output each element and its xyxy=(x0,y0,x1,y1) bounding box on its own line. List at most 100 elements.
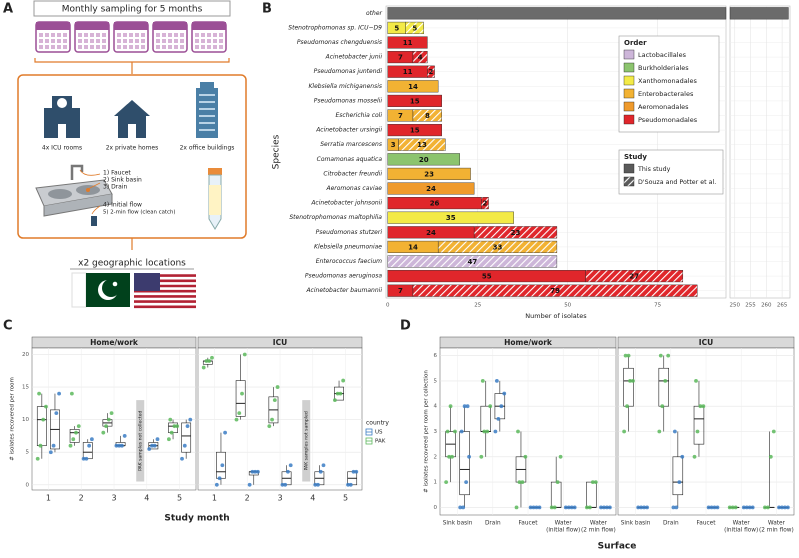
calendar-cell xyxy=(219,45,223,49)
y-tick-label: 1 xyxy=(434,480,438,486)
calendar-cell xyxy=(45,33,49,37)
calendar-cell xyxy=(96,33,100,37)
data-label: 14 xyxy=(408,83,418,91)
point xyxy=(74,431,78,435)
bar-segment xyxy=(388,7,726,19)
point xyxy=(286,470,290,474)
calendar-cell xyxy=(213,39,217,43)
point xyxy=(110,411,114,415)
legend-swatch xyxy=(624,177,634,186)
point xyxy=(70,392,74,396)
calendar-cell xyxy=(156,33,160,37)
y-tick-label: Pseudomonas aeruginosa xyxy=(305,273,382,280)
point xyxy=(516,430,520,434)
calendar-cell xyxy=(123,45,127,49)
x-axis-title: Number of isolates xyxy=(525,312,587,320)
point xyxy=(573,506,577,510)
point xyxy=(657,430,661,434)
calendar-cell xyxy=(207,39,211,43)
calendar-cell xyxy=(63,45,67,49)
point xyxy=(49,450,53,454)
point xyxy=(147,447,151,451)
x-tick-label: (initial flow) xyxy=(724,528,758,534)
x-tick-label: 2 xyxy=(245,494,250,503)
x-tick-label: 3 xyxy=(111,494,116,503)
sample-type: 1) Faucet xyxy=(103,170,131,177)
calendar-cell xyxy=(219,39,223,43)
data-label: 4 xyxy=(418,54,423,62)
data-label: 15 xyxy=(410,97,420,105)
calendar-header xyxy=(114,22,148,30)
point xyxy=(588,506,592,510)
data-label: 2 xyxy=(429,68,434,76)
y-tick-label: Klebsiella pneumoniae xyxy=(314,243,382,250)
point xyxy=(453,430,457,434)
data-label: 7 xyxy=(398,112,403,120)
point xyxy=(175,424,179,428)
bracket xyxy=(35,58,229,74)
data-label: 5 xyxy=(394,24,399,32)
point xyxy=(556,480,560,484)
y-tick-label: 5 xyxy=(434,378,438,384)
legend-label: Aeromonadales xyxy=(638,103,689,111)
x-tick-label: 1 xyxy=(46,494,51,503)
water-sample: 5) 2-min flow (clean catch) xyxy=(103,210,176,216)
point xyxy=(218,476,222,480)
x-tick-label: 5 xyxy=(177,494,182,503)
point xyxy=(466,404,470,408)
calendar-cell xyxy=(162,39,166,43)
point xyxy=(207,359,211,363)
point xyxy=(71,437,75,441)
point xyxy=(631,379,635,383)
y-tick-label: 0 xyxy=(434,505,438,511)
point xyxy=(694,379,698,383)
data-label: 14 xyxy=(408,243,418,251)
calendar-cell xyxy=(57,39,61,43)
x-tick-label: Water xyxy=(733,521,751,527)
sample-type: 3) Drain xyxy=(103,184,127,191)
x-tick-label: 5 xyxy=(343,494,348,503)
x-tick-label: Drain xyxy=(485,521,501,527)
point xyxy=(674,506,678,510)
annotation: PAK samples not sampled xyxy=(304,411,310,470)
point xyxy=(104,424,108,428)
y-tick-label: Acinetobacter ursingii xyxy=(315,127,382,134)
data-label: 7 xyxy=(398,287,403,295)
point xyxy=(107,418,111,422)
calendar-cell xyxy=(207,33,211,37)
point xyxy=(101,431,105,435)
data-label: 47 xyxy=(467,258,477,266)
y-tick-label: 10 xyxy=(22,417,29,423)
calendar-cell xyxy=(51,33,55,37)
y-tick-label: Pseudomonas mosselii xyxy=(314,97,383,104)
panel-label: B xyxy=(262,2,272,17)
water-sample: 4) Initial flow xyxy=(103,202,142,209)
point xyxy=(120,444,124,448)
calendar-cell xyxy=(180,39,184,43)
data-label: 23 xyxy=(424,170,434,178)
sink-icon xyxy=(36,166,112,216)
point xyxy=(786,506,790,510)
calendar-header xyxy=(75,22,109,30)
point xyxy=(36,457,40,461)
calendar-cell xyxy=(102,45,106,49)
calendar-cell xyxy=(174,33,178,37)
legend-title: Study xyxy=(624,153,647,161)
calendar-cell xyxy=(78,45,82,49)
point xyxy=(769,455,773,459)
calendar-cell xyxy=(195,39,199,43)
calendar-cell xyxy=(168,45,172,49)
data-label: 24 xyxy=(426,229,436,237)
x-tick-label: Faucet xyxy=(518,521,538,527)
y-tick-label: Pseudomonas chengduensis xyxy=(297,39,382,46)
house-icon xyxy=(114,100,150,138)
point xyxy=(39,444,43,448)
point xyxy=(444,480,448,484)
calendar-cell xyxy=(51,39,55,43)
y-tick-label: 3 xyxy=(434,429,438,435)
point xyxy=(479,455,483,459)
point xyxy=(751,506,755,510)
swab-icon xyxy=(91,216,97,226)
data-label: 79 xyxy=(550,287,560,295)
calendar-cell xyxy=(213,33,217,37)
